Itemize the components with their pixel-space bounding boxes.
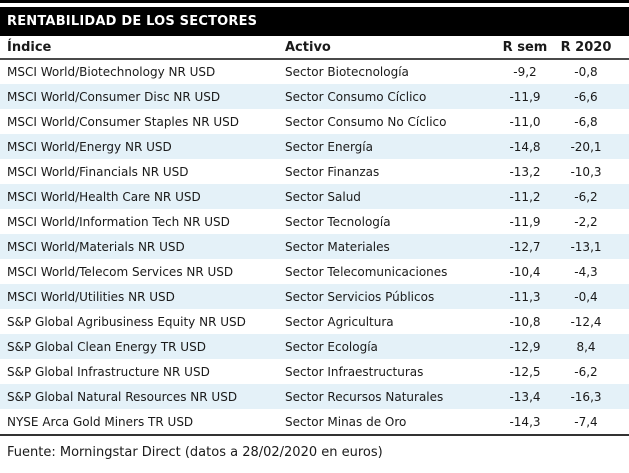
- cell-r-sem: -14,8: [509, 139, 541, 154]
- cell-r-sem: -11,3: [509, 289, 541, 304]
- cell-indice: S&P Global Agribusiness Equity NR USD: [7, 314, 246, 329]
- table-row: MSCI World/Biotechnology NR USD Sector Bi…: [0, 59, 629, 84]
- cell-indice: MSCI World/Energy NR USD: [7, 139, 172, 154]
- cell-r-2020: -0,8: [574, 65, 598, 79]
- cell-indice: MSCI World/Financials NR USD: [7, 164, 189, 179]
- cell-indice: S&P Global Clean Energy TR USD: [7, 339, 206, 354]
- cell-r-sem: -9,2: [513, 65, 537, 79]
- table-title: RENTABILIDAD DE LOS SECTORES: [0, 7, 629, 36]
- table-row: MSCI World/Energy NR USD Sector Energía -1…: [0, 134, 629, 159]
- cell-indice: MSCI World/Consumer Staples NR USD: [7, 114, 239, 129]
- cell-activo: Sector Tecnología: [285, 214, 391, 229]
- sector-returns-table: Índice Activo R sem R 2020 MSCI World/Bi…: [0, 36, 629, 434]
- cell-r-2020: -16,3: [570, 389, 602, 404]
- cell-activo: Sector Telecomunicaciones: [285, 264, 448, 279]
- table-row: MSCI World/Consumer Disc NR USD Sector Co…: [0, 84, 629, 109]
- cell-r-2020: -6,6: [574, 89, 598, 104]
- cell-r-2020: -6,8: [574, 114, 598, 129]
- cell-r-sem: -13,4: [509, 389, 541, 404]
- cell-r-2020: -6,2: [574, 364, 598, 379]
- cell-r-sem: -10,4: [509, 264, 541, 279]
- table-row: S&P Global Clean Energy TR USD Sector Eco…: [0, 334, 629, 359]
- cell-indice: MSCI World/Materials NR USD: [7, 239, 185, 254]
- table-row: S&P Global Agribusiness Equity NR USD Sec…: [0, 309, 629, 334]
- cell-r-sem: -11,9: [509, 214, 541, 229]
- cell-r-sem: -11,9: [509, 89, 541, 104]
- cell-indice: MSCI World/Biotechnology NR USD: [7, 65, 216, 79]
- cell-activo: Sector Recursos Naturales: [285, 389, 444, 404]
- cell-r-sem: -11,0: [509, 114, 541, 129]
- cell-activo: Sector Consumo No Cíclico: [285, 114, 447, 129]
- cell-r-sem: -10,8: [509, 314, 541, 329]
- cell-r-2020: 8,4: [576, 339, 596, 354]
- cell-indice: S&P Global Infrastructure NR USD: [7, 364, 210, 379]
- table-row: MSCI World/Consumer Staples NR USD Sector…: [0, 109, 629, 134]
- cell-r-sem: -12,5: [509, 364, 541, 379]
- cell-indice: MSCI World/Information Tech NR USD: [7, 214, 230, 229]
- cell-indice: MSCI World/Health Care NR USD: [7, 189, 201, 204]
- cell-activo: Sector Materiales: [285, 239, 390, 254]
- cell-activo: Sector Energía: [285, 139, 373, 154]
- cell-r-2020: -13,1: [570, 239, 602, 254]
- table-row: MSCI World/Materials NR USD Sector Materi…: [0, 234, 629, 259]
- cell-r-2020: -20,1: [570, 139, 602, 154]
- table-body: MSCI World/Biotechnology NR USD Sector Bi…: [0, 59, 629, 434]
- cell-activo: Sector Salud: [285, 189, 361, 204]
- cell-activo: Sector Minas de Oro: [285, 414, 407, 429]
- cell-activo: Sector Infraestructuras: [285, 364, 424, 379]
- cell-activo: Sector Agricultura: [285, 314, 394, 329]
- cell-r-sem: -12,9: [509, 339, 541, 354]
- cell-r-2020: -7,4: [574, 414, 598, 429]
- cell-activo: Sector Biotecnología: [285, 65, 409, 79]
- table-row: MSCI World/Telecom Services NR USD Sector…: [0, 259, 629, 284]
- table-row: MSCI World/Health Care NR USD Sector Salu…: [0, 184, 629, 209]
- cell-r-2020: -12,4: [570, 314, 602, 329]
- column-header-r-sem: R sem: [490, 36, 560, 60]
- cell-r-sem: -11,2: [509, 189, 541, 204]
- cell-indice: MSCI World/Consumer Disc NR USD: [7, 89, 221, 104]
- cell-r-2020: -6,2: [574, 189, 598, 204]
- cell-r-sem: -12,7: [509, 239, 541, 254]
- column-header-r-2020: R 2020: [560, 36, 629, 60]
- table-header: Índice Activo R sem R 2020: [0, 36, 629, 60]
- column-header-activo: Activo: [285, 36, 490, 60]
- cell-indice: MSCI World/Telecom Services NR USD: [7, 264, 234, 279]
- cell-activo: Sector Ecología: [285, 339, 378, 354]
- cell-r-sem: -13,2: [509, 164, 541, 179]
- table-row: S&P Global Infrastructure NR USD Sector I…: [0, 359, 629, 384]
- cell-r-2020: -4,3: [574, 264, 598, 279]
- cell-indice: NYSE Arca Gold Miners TR USD: [7, 414, 194, 429]
- cell-r-2020: -10,3: [570, 164, 602, 179]
- header-row: Índice Activo R sem R 2020: [0, 36, 629, 60]
- cell-r-sem: -14,3: [509, 414, 541, 429]
- table-row: MSCI World/Utilities NR USD Sector Servic…: [0, 284, 629, 309]
- cell-activo: Sector Finanzas: [285, 164, 380, 179]
- cell-indice: S&P Global Natural Resources NR USD: [7, 389, 238, 404]
- cell-activo: Sector Servicios Públicos: [285, 289, 435, 304]
- cell-r-2020: -2,2: [574, 214, 598, 229]
- table-row: NYSE Arca Gold Miners TR USD Sector Minas…: [0, 409, 629, 434]
- cell-activo: Sector Consumo Cíclico: [285, 89, 427, 104]
- table-row: MSCI World/Information Tech NR USD Sector…: [0, 209, 629, 234]
- top-rule: [0, 0, 629, 3]
- table-row: S&P Global Natural Resources NR USD Secto…: [0, 384, 629, 409]
- bottom-rule: [0, 434, 629, 436]
- column-header-indice: Índice: [0, 36, 285, 60]
- cell-r-2020: -0,4: [574, 289, 598, 304]
- cell-indice: MSCI World/Utilities NR USD: [7, 289, 175, 304]
- source-note: Fuente: Morningstar Direct (datos a 28/0…: [7, 445, 383, 460]
- table-row: MSCI World/Financials NR USD Sector Finan…: [0, 159, 629, 184]
